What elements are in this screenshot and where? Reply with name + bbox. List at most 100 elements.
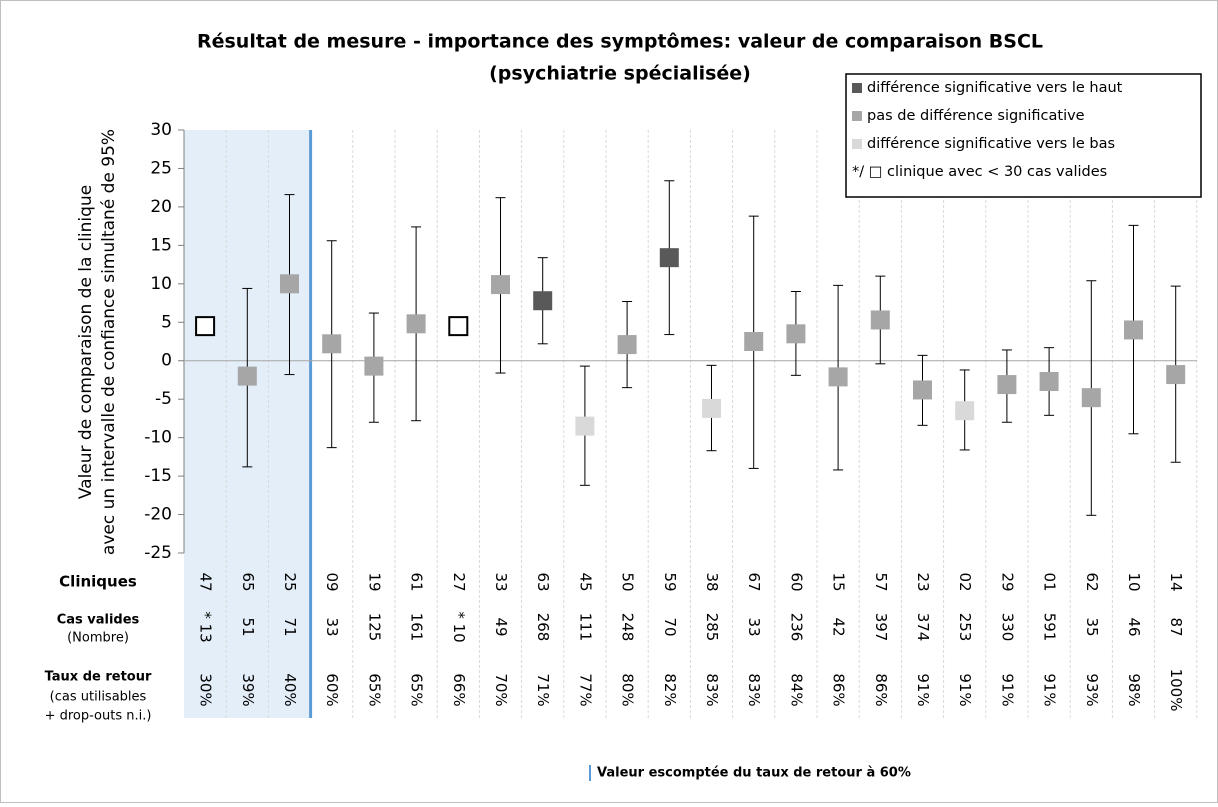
y-tick-label: -10 xyxy=(144,428,172,448)
cases-value: 236 xyxy=(787,613,805,642)
return-rate: 66% xyxy=(450,673,468,706)
return-rate: 91% xyxy=(1041,673,1059,706)
row-label: (Nombre) xyxy=(67,631,129,646)
return-rate: 82% xyxy=(661,673,679,706)
y-tick-label: -25 xyxy=(144,543,172,563)
x-tick-label: 59 xyxy=(661,572,679,591)
return-rate: 40% xyxy=(281,673,299,706)
marker xyxy=(322,334,342,354)
cases-value: * 13 xyxy=(197,611,215,642)
cases-value: 330 xyxy=(998,613,1016,642)
x-tick-label: 45 xyxy=(576,572,594,591)
x-tick-label: 09 xyxy=(323,572,341,591)
x-tick-label: 02 xyxy=(956,572,974,591)
x-tick-label: 57 xyxy=(872,572,890,591)
return-rate: 83% xyxy=(745,673,763,706)
marker xyxy=(702,398,721,418)
y-tick-label: 5 xyxy=(161,312,172,332)
marker xyxy=(870,310,890,330)
x-tick-label: 10 xyxy=(1125,572,1143,591)
marker xyxy=(1081,388,1101,408)
marker xyxy=(828,367,848,387)
row-label: Cliniques xyxy=(59,573,137,591)
x-tick-label: 01 xyxy=(1041,572,1059,591)
x-tick-label: 62 xyxy=(1083,572,1101,591)
x-tick-label: 63 xyxy=(534,572,552,591)
y-tick-label: 30 xyxy=(150,120,172,140)
return-rate: 71% xyxy=(534,673,552,706)
legend-label: différence significative vers le bas xyxy=(867,136,1115,152)
y-tick-label: 10 xyxy=(150,274,172,294)
marker xyxy=(533,291,553,311)
cases-value: 51 xyxy=(239,617,257,636)
x-tick-label: 29 xyxy=(998,572,1016,591)
chart-subtitle: (psychiatrie spécialisée) xyxy=(489,63,751,85)
cases-value: 248 xyxy=(619,613,637,642)
cases-value: 285 xyxy=(703,613,721,642)
marker xyxy=(195,316,216,337)
x-tick-label: 23 xyxy=(914,572,932,591)
marker xyxy=(1039,371,1059,391)
return-rate: 100% xyxy=(1167,669,1185,712)
marker xyxy=(1124,320,1143,340)
x-tick-label: 47 xyxy=(197,572,215,591)
marker xyxy=(491,275,510,295)
return-rate: 84% xyxy=(787,673,805,706)
cases-value: 253 xyxy=(956,613,974,642)
x-tick-label: 25 xyxy=(281,572,299,591)
legend-swatch xyxy=(852,111,862,121)
marker xyxy=(617,335,637,355)
cases-value: 35 xyxy=(1083,617,1101,636)
return-rate: 65% xyxy=(408,673,426,706)
y-tick-label: 20 xyxy=(150,197,172,217)
marker xyxy=(955,401,975,421)
cases-value: 111 xyxy=(576,613,594,642)
marker xyxy=(364,356,384,376)
return-rate: 93% xyxy=(1083,673,1101,706)
legend-label: différence significative vers le haut xyxy=(867,80,1123,96)
x-tick-label: 67 xyxy=(745,572,763,591)
x-tick-label: 19 xyxy=(365,572,383,591)
return-rate: 86% xyxy=(872,673,890,706)
marker xyxy=(406,314,426,334)
marker xyxy=(659,248,679,268)
x-tick-label: 60 xyxy=(787,572,805,591)
y-axis-title: Valeur de comparaison de la clinique xyxy=(76,185,96,499)
marker xyxy=(744,332,764,351)
cases-value: 397 xyxy=(872,613,890,642)
marker xyxy=(1166,365,1186,385)
return-rate: 60% xyxy=(323,673,341,706)
return-rate: 83% xyxy=(703,673,721,706)
return-rate: 80% xyxy=(619,673,637,706)
row-label: Cas valides xyxy=(57,613,140,628)
cases-value: 591 xyxy=(1041,613,1059,642)
cases-value: 49 xyxy=(492,617,510,636)
x-tick-label: 14 xyxy=(1167,572,1185,591)
return-rate: 70% xyxy=(492,673,510,706)
cases-value: 70 xyxy=(661,617,679,636)
cases-value: 268 xyxy=(534,613,552,642)
x-tick-label: 33 xyxy=(492,572,510,591)
cases-value: 161 xyxy=(408,613,426,642)
cases-value: 374 xyxy=(914,613,932,642)
y-tick-label: -20 xyxy=(144,505,172,525)
x-tick-label: 50 xyxy=(619,572,637,591)
return-rate: 86% xyxy=(830,673,848,706)
note: Valeur escomptée du taux de retour à 60% xyxy=(597,766,911,781)
y-axis-title: avec un intervalle de confiance simultan… xyxy=(99,129,119,555)
y-tick-label: 0 xyxy=(161,351,172,371)
cases-value: 46 xyxy=(1125,617,1143,636)
cases-value: 125 xyxy=(365,613,383,642)
cases-value: * 10 xyxy=(450,611,468,642)
return-rate: 98% xyxy=(1125,673,1143,706)
y-tick-label: -5 xyxy=(155,389,172,409)
marker xyxy=(997,375,1017,395)
y-tick-label: 15 xyxy=(150,235,172,255)
return-rate: 91% xyxy=(998,673,1016,706)
cases-value: 33 xyxy=(745,617,763,636)
row-label: Taux de retour xyxy=(45,670,152,685)
marker xyxy=(786,324,806,344)
legend-swatch xyxy=(852,139,862,149)
cases-value: 87 xyxy=(1167,617,1185,636)
